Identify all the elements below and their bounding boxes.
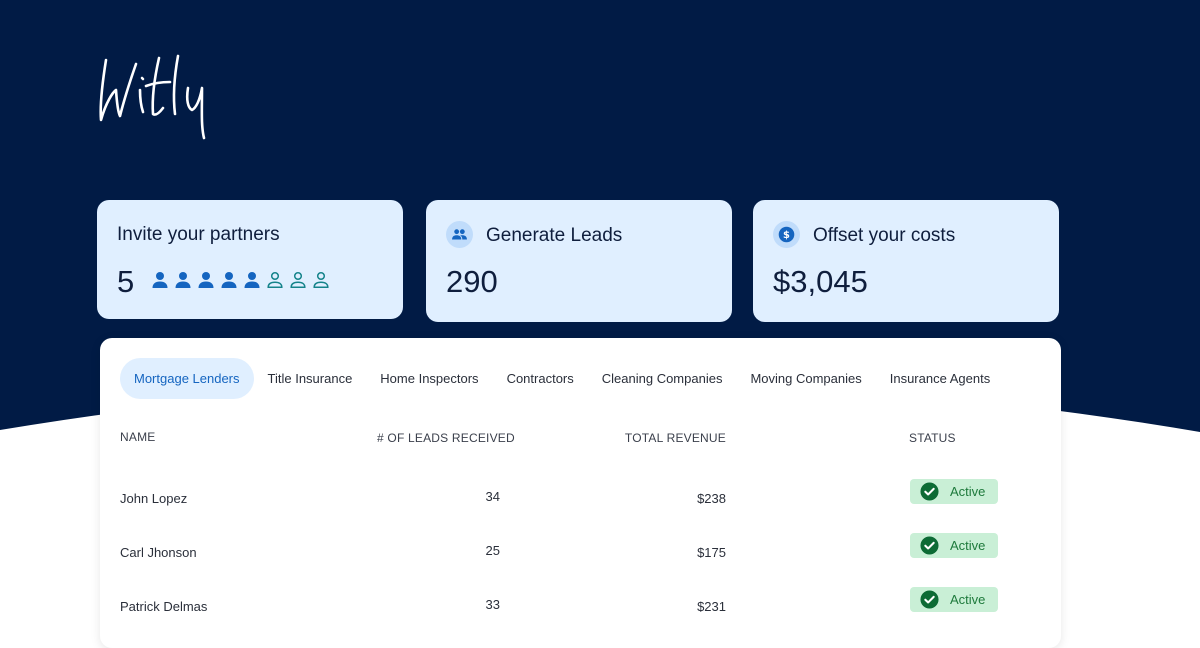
tab-contractors[interactable]: Contractors — [506, 371, 574, 386]
person-filled-icon — [244, 272, 260, 288]
row-revenue: $175 — [697, 545, 726, 560]
status-badge: Active — [910, 533, 998, 558]
table-row[interactable]: Patrick Delmas 33 $231 Active — [100, 587, 1061, 641]
person-filled-icon — [152, 272, 168, 288]
column-header-revenue: TOTAL REVENUE — [624, 431, 726, 445]
tab-moving-companies[interactable]: Moving Companies — [750, 371, 862, 386]
partners-count: 5 — [117, 264, 135, 299]
row-revenue: $231 — [697, 599, 726, 614]
invite-partners-card: Invite your partners 5 — [97, 200, 403, 319]
row-name: John Lopez — [120, 491, 188, 506]
svg-text:$: $ — [783, 230, 790, 241]
row-leads: 33 — [485, 597, 500, 612]
invite-partners-title: Invite your partners — [117, 224, 280, 245]
generate-leads-title: Generate Leads — [486, 225, 623, 246]
status-label: Active — [950, 538, 986, 553]
category-tabs: Mortgage Lenders Title Insurance Home In… — [120, 358, 1004, 399]
witly-logo — [99, 54, 206, 140]
row-name: Patrick Delmas — [120, 599, 208, 614]
status-label: Active — [950, 484, 986, 499]
table-row[interactable]: Carl Jhonson 25 $175 Active — [100, 533, 1061, 587]
costs-amount: $3,045 — [773, 264, 868, 299]
person-outline-icon — [313, 271, 329, 289]
check-circle-icon — [920, 482, 939, 501]
person-filled-icon — [198, 272, 214, 288]
row-revenue: $238 — [697, 491, 726, 506]
people-icon — [446, 221, 473, 248]
column-header-leads: # OF LEADS RECEIVED — [377, 431, 515, 445]
tab-title-insurance[interactable]: Title Insurance — [267, 371, 353, 386]
status-label: Active — [950, 592, 986, 607]
partner-icons — [152, 271, 329, 289]
status-badge: Active — [910, 479, 998, 504]
person-filled-icon — [175, 272, 191, 288]
partners-table-panel: Mortgage Lenders Title Insurance Home In… — [100, 338, 1061, 648]
dollar-coin-icon: $ — [773, 221, 800, 248]
status-badge: Active — [910, 587, 998, 612]
offset-costs-card: $ Offset your costs $3,045 — [753, 200, 1059, 322]
tab-insurance-agents[interactable]: Insurance Agents — [889, 371, 991, 386]
tab-cleaning-companies[interactable]: Cleaning Companies — [601, 371, 723, 386]
person-filled-icon — [221, 272, 237, 288]
row-name: Carl Jhonson — [120, 545, 197, 560]
column-header-name: NAME — [120, 430, 156, 444]
row-leads: 34 — [485, 489, 500, 504]
row-leads: 25 — [485, 543, 500, 558]
person-outline-icon — [290, 271, 306, 289]
offset-costs-title: Offset your costs — [813, 225, 956, 246]
table-row[interactable]: John Lopez 34 $238 Active — [100, 479, 1061, 533]
tab-mortgage-lenders[interactable]: Mortgage Lenders — [120, 358, 254, 399]
tab-home-inspectors[interactable]: Home Inspectors — [380, 371, 479, 386]
check-circle-icon — [920, 590, 939, 609]
leads-count: 290 — [446, 264, 498, 299]
check-circle-icon — [920, 536, 939, 555]
person-outline-icon — [267, 271, 283, 289]
column-header-status: STATUS — [909, 431, 956, 445]
generate-leads-card: Generate Leads 290 — [426, 200, 732, 322]
